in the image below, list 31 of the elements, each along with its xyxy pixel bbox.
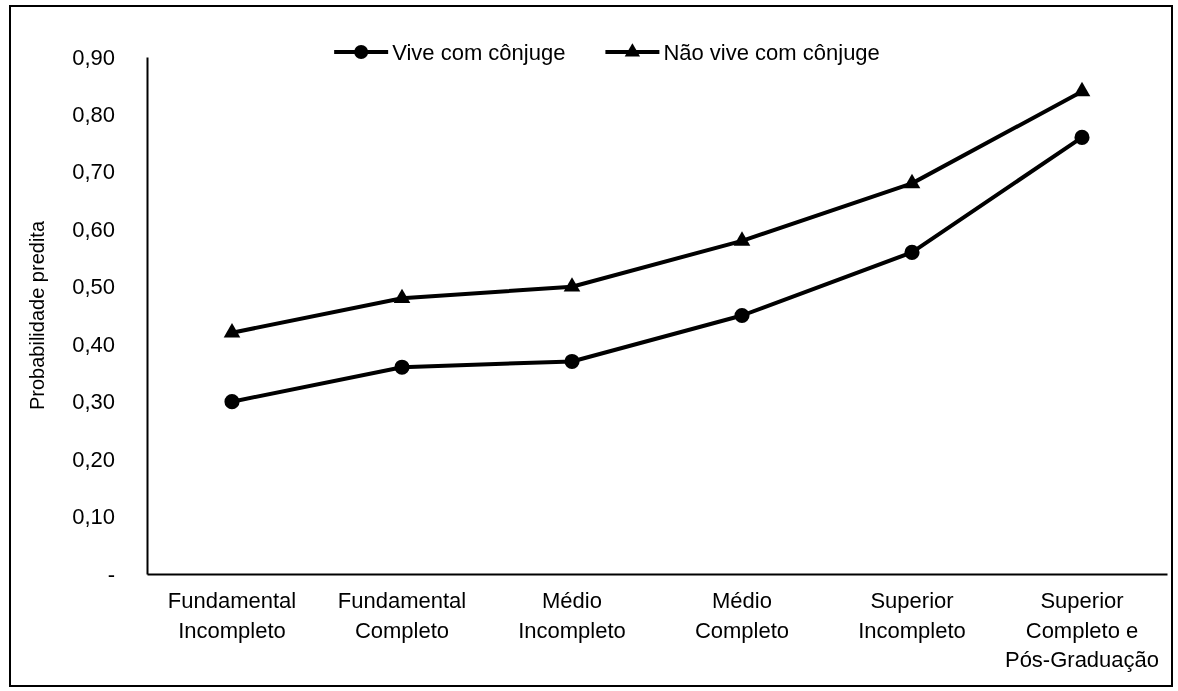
point [393, 288, 411, 304]
x-tick-label: Fundamental Incompleto [167, 587, 297, 643]
legend-label: Vive com cônjuge [392, 39, 566, 65]
point [734, 307, 750, 324]
y-tick-label: 0,20 [72, 446, 115, 472]
y-tick-label: 0,30 [72, 389, 115, 415]
y-tick-label: 0,80 [72, 101, 115, 127]
y-tick-label: - [107, 561, 115, 587]
y-tick-label: 0,70 [72, 159, 115, 185]
y-tick-label: 0,60 [72, 216, 115, 242]
point [563, 277, 581, 292]
x-tick-label: Fundamental Completo [337, 587, 467, 643]
x-tick-label: Superior Incompleto [858, 587, 966, 643]
point [224, 394, 240, 410]
y-tick-label: 0,90 [72, 44, 115, 70]
point [903, 173, 921, 189]
point [904, 244, 920, 260]
point [1073, 81, 1091, 97]
y-tick-label: 0,50 [72, 274, 115, 300]
y-axis-title: Probabilidade predita [26, 220, 48, 411]
x-tick-label: Médio Completo [694, 587, 790, 643]
point [1074, 129, 1090, 145]
y-tick-label: 0,40 [72, 331, 115, 357]
legend-label: Não vive com cônjuge [663, 39, 880, 65]
y-tick-label: 0,10 [72, 504, 115, 530]
x-tick-label: Médio Incompleto [518, 587, 626, 643]
point [394, 359, 410, 375]
x-tick-label: Superior Completo e Pós-Graduação [1004, 587, 1160, 673]
point [564, 353, 580, 370]
point [223, 323, 241, 338]
point [733, 231, 751, 246]
